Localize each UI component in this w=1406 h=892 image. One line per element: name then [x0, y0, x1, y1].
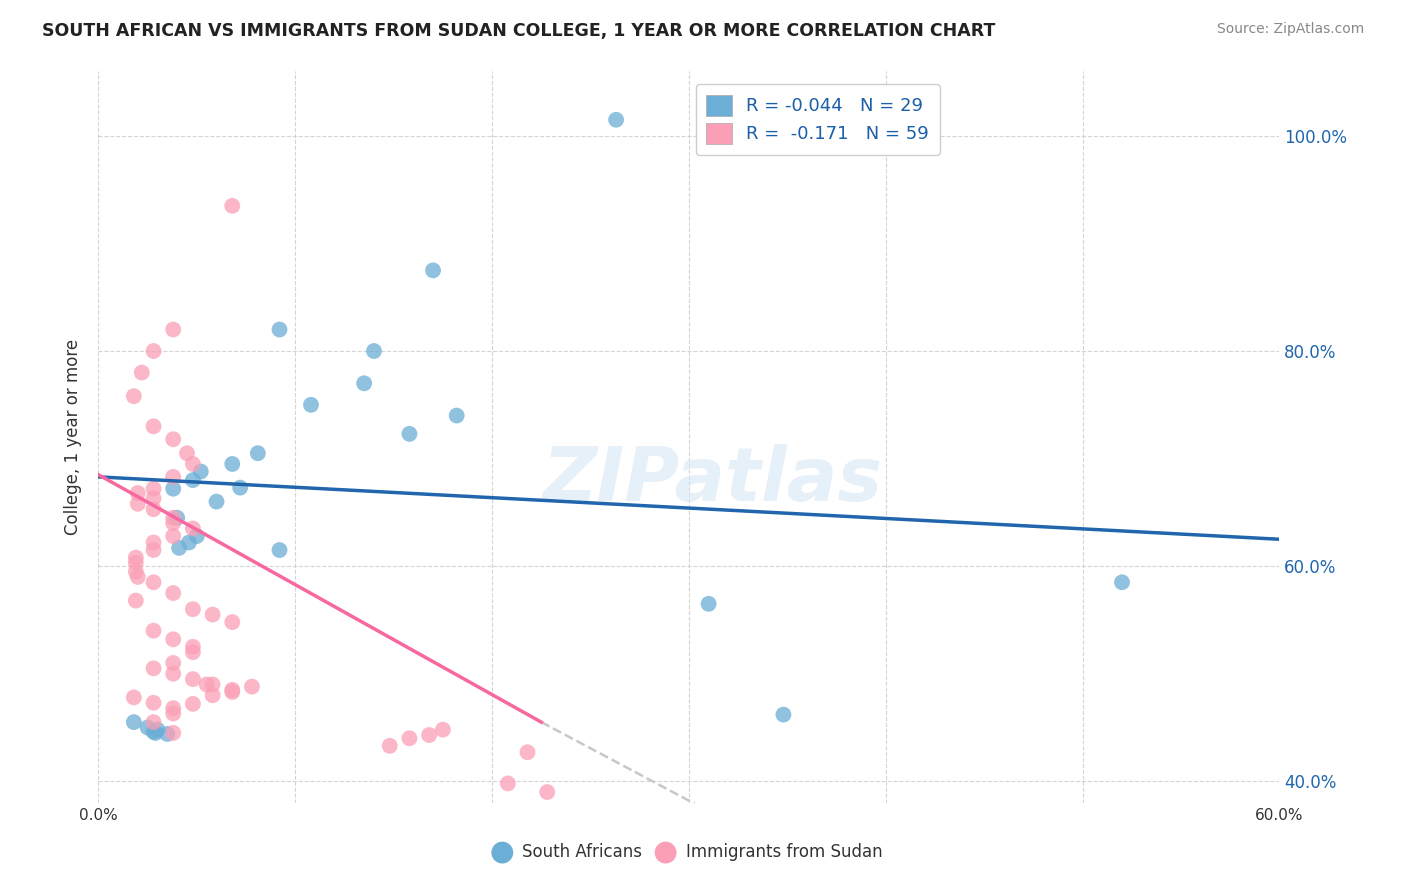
Point [269, 322, 291, 336]
Point [162, 706, 184, 721]
Point [162, 701, 184, 715]
Point [446, 409, 468, 423]
Y-axis label: College, 1 year or more: College, 1 year or more [65, 339, 83, 535]
Point [221, 457, 243, 471]
Point [772, 707, 794, 722]
Point [142, 491, 165, 506]
Point [125, 550, 148, 565]
Point [240, 680, 263, 694]
Point [142, 344, 165, 359]
Point [127, 570, 149, 584]
Point [162, 656, 184, 670]
Point [162, 529, 184, 543]
Point [398, 731, 420, 746]
Point [536, 785, 558, 799]
Point [201, 688, 224, 702]
Point [221, 199, 243, 213]
Point [1111, 575, 1133, 590]
Point [127, 486, 149, 500]
Point [167, 541, 190, 555]
Point [363, 344, 385, 359]
Point [131, 366, 153, 380]
Point [125, 593, 148, 607]
Point [162, 632, 184, 647]
Point [162, 586, 184, 600]
Point [146, 723, 169, 737]
Point [299, 398, 322, 412]
Point [229, 481, 252, 495]
Point [142, 543, 165, 558]
Text: Source: ZipAtlas.com: Source: ZipAtlas.com [1216, 22, 1364, 37]
Point [122, 389, 145, 403]
Point [162, 726, 184, 740]
Point [125, 556, 148, 570]
Point [142, 715, 165, 730]
Point [162, 482, 184, 496]
Point [145, 726, 167, 740]
Point [201, 677, 224, 691]
Point [142, 535, 165, 549]
Point [142, 419, 165, 434]
Point [181, 672, 204, 686]
Point [378, 739, 401, 753]
Point [181, 457, 204, 471]
Point [181, 640, 204, 654]
Point [418, 728, 440, 742]
Point [162, 516, 184, 530]
Point [162, 666, 184, 681]
Point [422, 263, 444, 277]
Point [142, 696, 165, 710]
Point [697, 597, 720, 611]
Point [181, 521, 204, 535]
Point [269, 543, 291, 558]
Point [201, 607, 224, 622]
Point [205, 494, 228, 508]
Point [181, 602, 204, 616]
Point [605, 112, 627, 127]
Point [181, 473, 204, 487]
Point [432, 723, 454, 737]
Point [186, 529, 208, 543]
Point [177, 535, 200, 549]
Point [142, 575, 165, 590]
Point [221, 615, 243, 629]
Point [181, 697, 204, 711]
Point [127, 497, 149, 511]
Point [156, 727, 179, 741]
Point [166, 510, 188, 524]
Legend: South Africans, Immigrants from Sudan: South Africans, Immigrants from Sudan [489, 837, 889, 868]
Point [162, 470, 184, 484]
Point [142, 482, 165, 496]
Point [162, 510, 184, 524]
Point [162, 322, 184, 336]
Point [142, 502, 165, 516]
Point [136, 721, 159, 735]
Point [496, 776, 519, 790]
Point [176, 446, 198, 460]
Text: SOUTH AFRICAN VS IMMIGRANTS FROM SUDAN COLLEGE, 1 YEAR OR MORE CORRELATION CHART: SOUTH AFRICAN VS IMMIGRANTS FROM SUDAN C… [42, 22, 995, 40]
Point [122, 690, 145, 705]
Point [353, 376, 375, 391]
Point [246, 446, 269, 460]
Point [122, 715, 145, 730]
Point [516, 745, 538, 759]
Point [181, 645, 204, 659]
Point [221, 682, 243, 697]
Text: ZIPatlas: ZIPatlas [543, 444, 883, 517]
Point [142, 624, 165, 638]
Point [162, 432, 184, 446]
Point [221, 685, 243, 699]
Point [195, 677, 218, 691]
Point [142, 724, 165, 739]
Point [190, 465, 212, 479]
Point [125, 565, 148, 579]
Point [398, 426, 420, 441]
Point [142, 661, 165, 675]
